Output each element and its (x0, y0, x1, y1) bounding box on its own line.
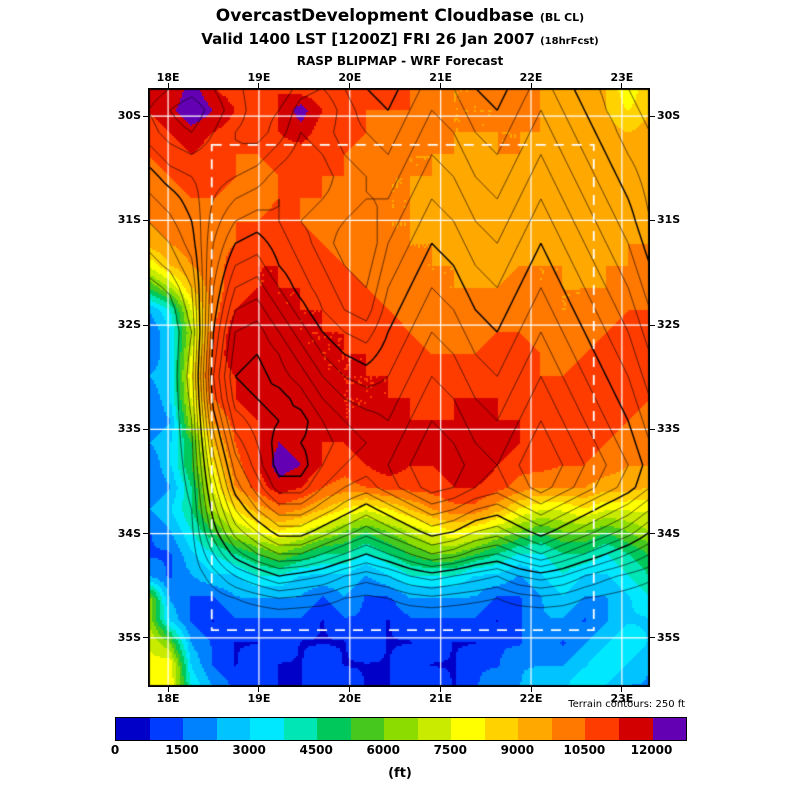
valid-time-line: Valid 1400 LST [1200Z] FRI 26 Jan 2007 (… (0, 30, 800, 51)
axis-tick (167, 687, 169, 692)
title-main: OvercastDevelopment Cloudbase (215, 6, 534, 26)
forecast-map-canvas (148, 88, 650, 687)
lat-label-left: 32S (117, 318, 141, 332)
axis-tick (349, 687, 351, 692)
lat-label-left: 33S (117, 422, 141, 436)
lon-label-top: 23E (610, 71, 634, 84)
lat-label-right: 32S (657, 318, 681, 332)
valid-suffix: (18hrFcst) (540, 36, 599, 47)
colorbar-segment (183, 718, 217, 740)
axis-tick (650, 637, 655, 639)
colorbar-tick-label: 7500 (433, 743, 467, 757)
axis-tick (650, 115, 655, 117)
lon-label-top: 22E (519, 71, 543, 84)
colorbar-segment (216, 718, 251, 740)
title-suffix: (BL CL) (539, 11, 585, 24)
colorbar-segment (652, 718, 687, 740)
colorbar-segment (317, 718, 351, 740)
plot-area (148, 88, 650, 687)
colorbar-tick-label: 4500 (299, 743, 333, 757)
colorbar-segment (551, 718, 586, 740)
page-title: OvercastDevelopment Cloudbase (BL CL) (0, 6, 800, 28)
colorbar-segment (250, 718, 284, 740)
valid-main: Valid 1400 LST [1200Z] FRI 26 Jan 2007 (201, 30, 535, 48)
colorbar (115, 717, 687, 741)
axis-tick (650, 324, 655, 326)
colorbar-tick-label: 3000 (232, 743, 266, 757)
model-line: RASP BLIPMAP - WRF Forecast (296, 54, 504, 68)
colorbar-segment (451, 718, 485, 740)
colorbar-segment (518, 718, 552, 740)
colorbar-segment (484, 718, 519, 740)
lat-label-right: 30S (657, 109, 681, 123)
lat-label-left: 30S (117, 109, 141, 123)
lon-label-top: 21E (429, 71, 453, 84)
axis-tick (440, 687, 442, 692)
axis-tick (258, 687, 260, 692)
lat-label-left: 31S (117, 213, 141, 227)
lon-label-bottom: 19E (247, 692, 271, 705)
lon-label-top: 20E (338, 71, 362, 84)
lat-label-left: 34S (117, 526, 141, 540)
lat-label-right: 31S (657, 213, 681, 227)
colorbar-segment (149, 718, 184, 740)
colorbar-tick-label: 10500 (563, 743, 606, 757)
axis-tick (650, 533, 655, 535)
terrain-contours-note: Terrain contours: 250 ft (568, 699, 685, 710)
colorbar-segment (417, 718, 452, 740)
colorbar-tick-label: 1500 (165, 743, 199, 757)
lon-label-bottom: 20E (338, 692, 362, 705)
lat-label-right: 33S (657, 422, 681, 436)
colorbar-segment (618, 718, 653, 740)
lon-label-top: 18E (156, 71, 180, 84)
colorbar-segment (283, 718, 318, 740)
colorbar-tick-label: 9000 (500, 743, 535, 757)
colorbar-segment (116, 718, 150, 740)
lat-label-left: 35S (117, 630, 141, 644)
lon-label-bottom: 18E (156, 692, 180, 705)
lon-label-top: 19E (247, 71, 271, 84)
lat-label-right: 34S (657, 526, 681, 540)
lat-label-right: 35S (657, 630, 681, 644)
colorbar-tick-label: 0 (110, 743, 120, 757)
colorbar-tick-label: 6000 (366, 743, 400, 757)
axis-tick (621, 687, 623, 692)
axis-tick (530, 687, 532, 692)
colorbar-unit-label: (ft) (388, 766, 412, 781)
colorbar-segment (350, 718, 385, 740)
colorbar-segment (384, 718, 418, 740)
axis-tick (650, 219, 655, 221)
colorbar-segment (585, 718, 619, 740)
title-block: OvercastDevelopment Cloudbase (BL CL) Va… (0, 6, 800, 69)
axis-tick (650, 428, 655, 430)
colorbar-tick-label: 12000 (630, 743, 673, 757)
